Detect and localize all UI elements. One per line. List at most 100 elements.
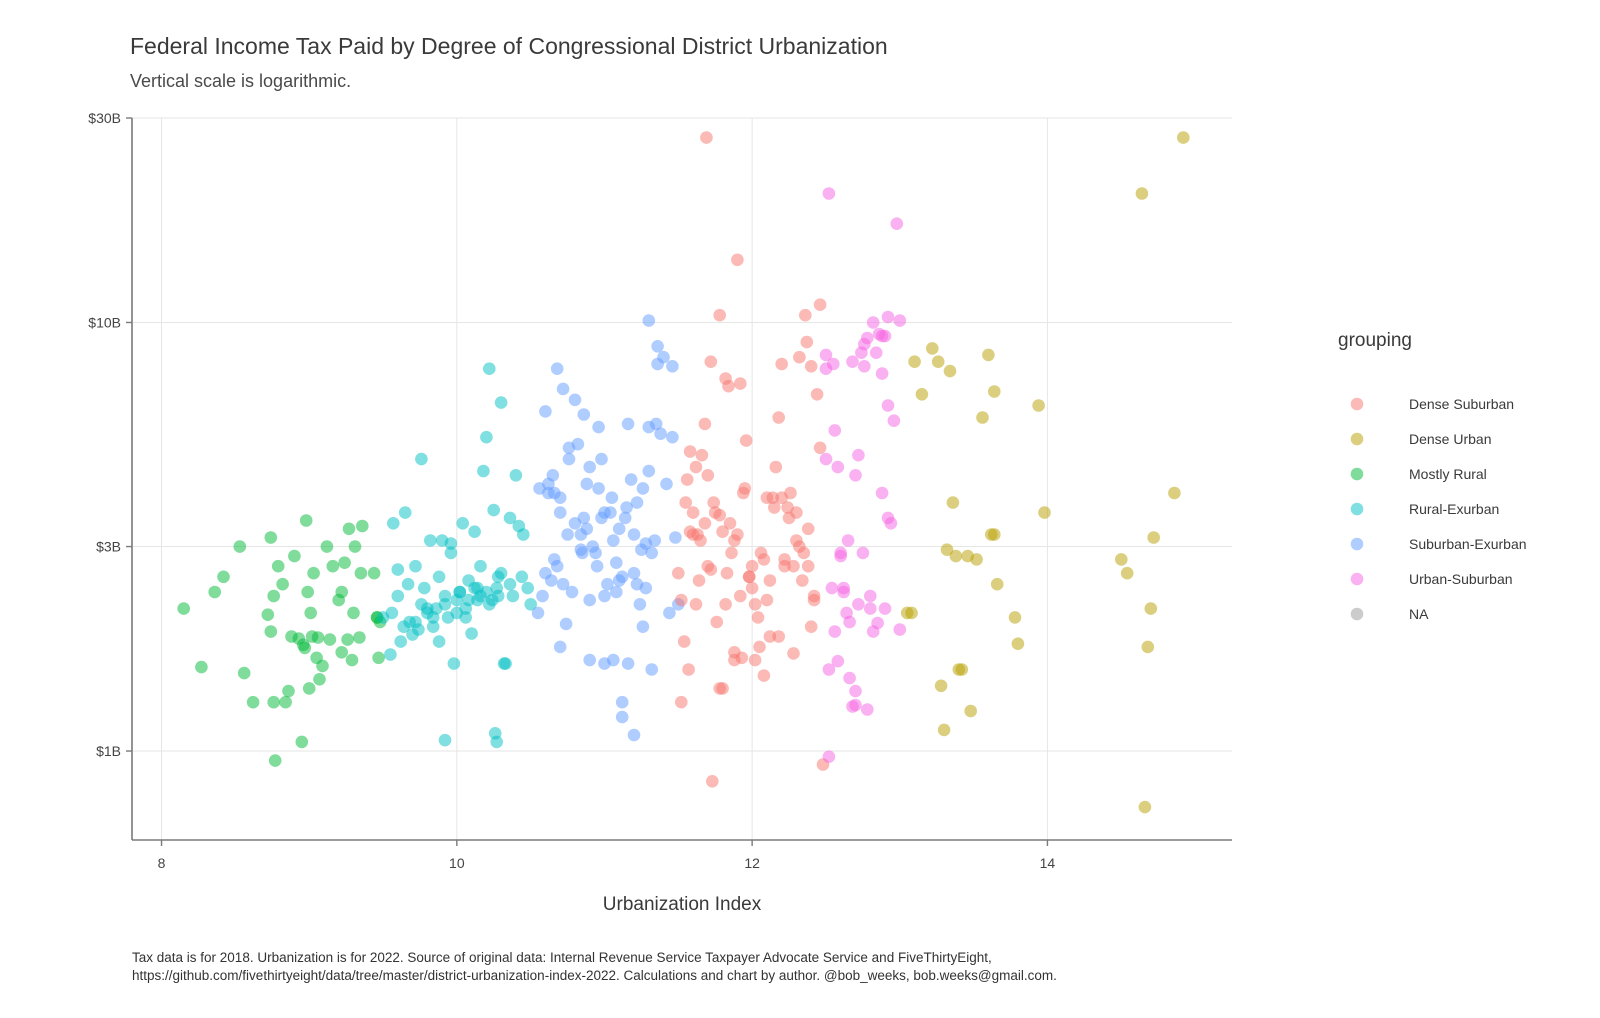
point-mostly-rural [264, 531, 278, 544]
point-dense-suburban [683, 445, 697, 458]
point-mostly-rural [367, 566, 381, 580]
point-rural-exurban [490, 735, 504, 749]
point-dense-urban [949, 549, 963, 563]
point-urban-suburban [852, 598, 865, 611]
point-rural-exurban [497, 657, 511, 670]
legend-swatch-na [1350, 607, 1364, 621]
point-mostly-rural [264, 625, 278, 638]
point-suburban-exurban [542, 477, 555, 491]
point-mostly-rural [271, 559, 285, 573]
point-suburban-exurban [583, 460, 596, 474]
point-rural-exurban [494, 566, 508, 580]
point-rural-exurban [462, 593, 475, 607]
point-suburban-exurban [651, 357, 664, 371]
point-dense-suburban [769, 460, 783, 474]
point-urban-suburban [861, 703, 874, 716]
point-dense-suburban [745, 559, 759, 573]
point-rural-exurban [418, 581, 431, 595]
point-suburban-exurban [550, 559, 564, 573]
point-mostly-rural [353, 631, 366, 644]
legend-swatch-urban-suburban [1350, 572, 1364, 586]
legend-label-suburban-exurban: Suburban-Exurban [1409, 536, 1527, 552]
point-suburban-exurban [636, 620, 650, 633]
point-rural-exurban [387, 517, 400, 530]
point-urban-suburban [846, 700, 859, 713]
point-suburban-exurban [669, 531, 682, 544]
point-suburban-exurban [610, 556, 623, 569]
point-rural-exurban [398, 506, 412, 519]
point-dense-suburban [772, 411, 785, 424]
point-dense-suburban [719, 598, 732, 611]
point-urban-suburban [869, 346, 883, 360]
point-dense-suburban [804, 620, 818, 633]
point-suburban-exurban [654, 427, 667, 441]
point-dense-urban [964, 704, 977, 718]
point-dense-urban [915, 388, 929, 401]
point-mostly-rural [295, 735, 309, 749]
point-rural-exurban [447, 657, 461, 670]
point-urban-suburban [831, 654, 845, 668]
point-suburban-exurban [548, 486, 561, 500]
point-urban-suburban [822, 187, 836, 200]
point-mostly-rural [320, 540, 334, 553]
point-rural-exurban [391, 563, 405, 576]
point-dense-suburban [722, 379, 735, 393]
point-dense-urban [905, 606, 918, 620]
point-rural-exurban [524, 598, 537, 611]
point-suburban-exurban [601, 577, 614, 591]
point-urban-suburban [834, 546, 847, 560]
point-rural-exurban [474, 559, 487, 573]
point-rural-exurban [444, 546, 458, 560]
point-suburban-exurban [539, 405, 552, 418]
point-dense-urban [1120, 566, 1134, 580]
point-suburban-exurban [633, 598, 647, 611]
gridlines [132, 117, 1232, 840]
point-dense-suburban [695, 448, 709, 462]
point-mostly-rural [282, 684, 295, 698]
point-mostly-rural [302, 682, 316, 695]
legend-label-dense-suburban: Dense Suburban [1409, 396, 1514, 412]
point-rural-exurban [438, 589, 452, 603]
y-tick-label: $10B [88, 314, 121, 330]
point-dense-suburban [801, 522, 815, 536]
point-dense-suburban [675, 695, 688, 709]
point-rural-exurban [503, 577, 517, 591]
point-suburban-exurban [568, 393, 582, 407]
point-rural-exurban [480, 430, 493, 444]
point-suburban-exurban [590, 559, 604, 573]
point-suburban-exurban [615, 695, 629, 709]
point-dense-suburban [713, 508, 726, 522]
point-mostly-rural [372, 651, 385, 665]
point-mostly-rural [335, 585, 349, 599]
point-urban-suburban [827, 357, 840, 371]
point-suburban-exurban [562, 441, 576, 455]
point-dense-suburban [692, 574, 706, 587]
point-suburban-exurban [561, 528, 574, 541]
point-dense-urban [976, 411, 989, 424]
point-suburban-exurban [630, 577, 644, 591]
point-dense-suburban [728, 534, 741, 547]
point-rural-exurban [456, 517, 470, 530]
point-dense-suburban [760, 593, 774, 607]
point-dense-urban [982, 348, 995, 362]
point-rural-exurban [397, 620, 411, 633]
point-dense-suburban [675, 593, 688, 607]
point-mostly-rural [299, 514, 313, 527]
point-dense-urban [1115, 553, 1128, 566]
point-dense-suburban [716, 525, 729, 538]
point-rural-exurban [391, 589, 405, 603]
point-suburban-exurban [612, 522, 626, 536]
caption-line-2: https://github.com/fivethirtyeight/data/… [132, 968, 1057, 983]
point-rural-exurban [384, 648, 397, 661]
caption: Tax data is for 2018. Urbanization is fo… [132, 950, 1057, 983]
point-suburban-exurban [651, 340, 664, 353]
legend-label-rural-exurban: Rural-Exurban [1409, 501, 1499, 517]
point-urban-suburban [846, 355, 859, 369]
point-dense-suburban [686, 506, 700, 519]
point-urban-suburban [887, 414, 901, 428]
point-suburban-exurban [595, 452, 608, 466]
point-suburban-exurban [621, 657, 635, 670]
point-rural-exurban [409, 559, 422, 573]
point-suburban-exurban [642, 314, 656, 327]
